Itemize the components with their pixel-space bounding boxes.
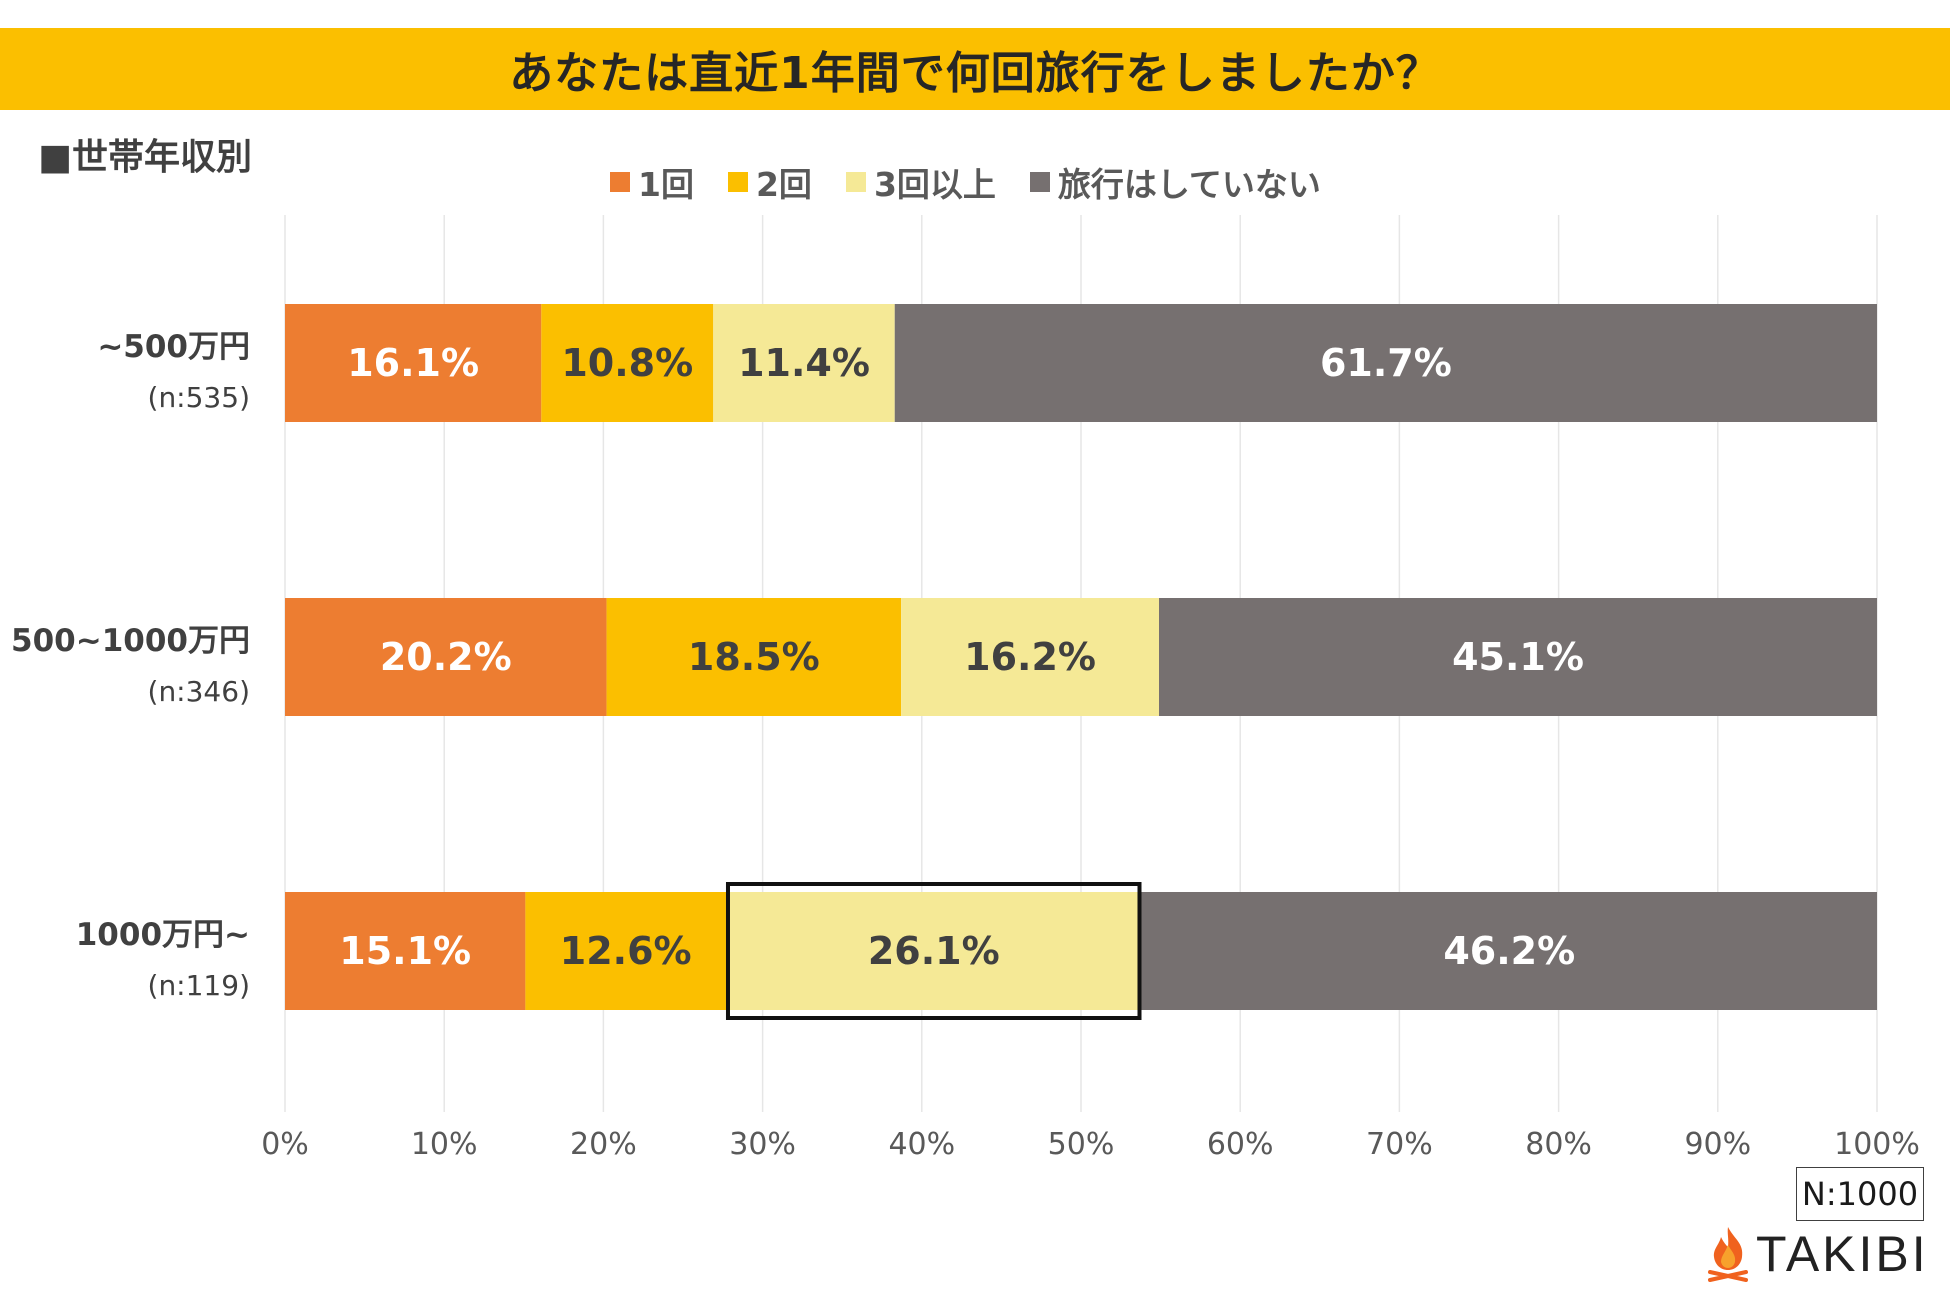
bar-segment-0-1 [541,304,714,422]
bar-segment-0-3 [894,304,1877,422]
bar-segment-1-2 [901,598,1160,716]
x-tick-label-8: 80% [1525,1127,1592,1162]
x-tick-label-1: 10% [411,1127,478,1162]
data-label-1-2: 16.2% [964,635,1096,679]
legend-label-4: 旅行はしていない [1057,165,1321,204]
data-label-0-1: 10.8% [561,341,693,385]
legend-item-3: 3回以上 [845,158,996,206]
x-tick-label-10: 100% [1834,1127,1920,1162]
x-tick-label-5: 50% [1048,1127,1115,1162]
category-label-0: ~500万円 [97,329,250,365]
x-tick-label-6: 60% [1207,1127,1274,1162]
legend-label-3: 3回以上 [873,165,996,204]
legend-item-1: 1回 [610,158,694,206]
data-label-0-0: 16.1% [347,341,479,385]
bar-segment-2-2 [725,892,1142,1010]
data-label-2-0: 15.1% [339,929,471,973]
x-tick-label-7: 70% [1366,1127,1433,1162]
category-sublabel-0: (n:535) [148,381,250,414]
category-sublabel-1: (n:346) [148,675,250,708]
category-sublabel-2: (n:119) [148,969,250,1002]
bar-segment-2-1 [525,892,726,1010]
legend: 1回 2回 3回以上 旅行はしていない [610,160,1321,204]
bar-segment-1-0 [285,598,607,716]
sample-size-note: N:1000 [1796,1167,1924,1221]
data-label-1-1: 18.5% [688,635,820,679]
bar-segment-0-0 [285,304,542,422]
legend-label-2: 2回 [755,165,812,204]
legend-swatch-3 [845,172,866,192]
bar-segment-2-0 [285,892,526,1010]
data-label-2-2: 26.1% [868,929,1000,973]
highlight-box [725,882,1142,1020]
category-label-1: 500~1000万円 [11,623,250,659]
campfire-icon [1708,1227,1748,1282]
takibi-logo: TAKIBI [1704,1222,1929,1286]
legend-item-2: 2回 [727,158,812,206]
bar-segment-1-3 [1159,598,1877,716]
data-label-0-2: 11.4% [738,341,870,385]
data-label-0-3: 61.7% [1320,341,1452,385]
x-tick-label-9: 90% [1684,1127,1751,1162]
x-tick-label-0: 0% [261,1127,309,1162]
chart-title: あなたは直近1年間で何回旅行をしましたか？ [509,48,1441,99]
data-label-2-1: 12.6% [560,929,692,973]
bar-segment-2-3 [1141,892,1877,1010]
legend-swatch-4 [1029,172,1050,192]
legend-label-1: 1回 [638,165,694,204]
bar-segment-0-2 [713,304,895,422]
legend-swatch-2 [727,172,748,192]
data-label-2-3: 46.2% [1443,929,1575,973]
data-label-1-3: 45.1% [1452,635,1584,679]
x-tick-label-2: 20% [570,1127,637,1162]
logo-text: TAKIBI [1756,1226,1929,1282]
x-tick-label-4: 40% [888,1127,955,1162]
section-label: ■世帯年収別 [38,137,253,178]
bar-segment-1-1 [606,598,902,716]
legend-swatch-1 [610,172,630,192]
category-label-2: 1000万円~ [76,917,250,953]
title-bar: あなたは直近1年間で何回旅行をしましたか？ [0,28,1950,110]
data-label-1-0: 20.2% [380,635,512,679]
legend-item-4: 旅行はしていない [1029,158,1321,206]
x-tick-label-3: 30% [729,1127,796,1162]
